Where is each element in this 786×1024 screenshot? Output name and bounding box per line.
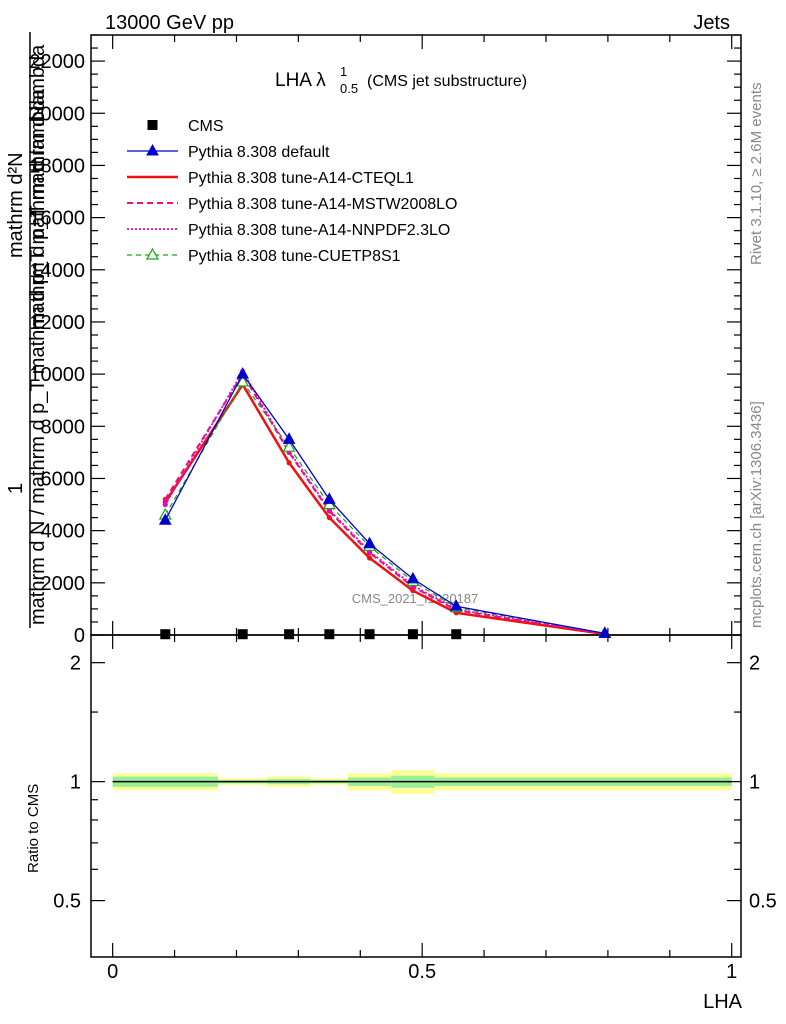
main-title-suffix: (CMS jet substructure) — [367, 73, 527, 90]
legend-swatch-marker — [145, 247, 160, 260]
series-point-2 — [366, 555, 373, 561]
main-y-tick-label: 12000 — [29, 312, 85, 334]
main-y-tick-label: 10000 — [29, 364, 85, 386]
series-point-1 — [363, 536, 376, 549]
analysis-watermark: CMS_2021_I1920187 — [352, 591, 479, 606]
ratio-band-layer — [112, 770, 732, 795]
mcplots-label: mcplots.cern.ch [arXiv:1306.3436] — [748, 401, 765, 628]
cms-data-point — [237, 629, 248, 640]
main-y-tick-label: 2000 — [41, 573, 86, 595]
main-title: LHA λ 1 0.5 (CMS jet substructure) — [275, 64, 527, 96]
ratio-plot-frame — [90, 634, 742, 958]
series-line-2 — [164, 382, 605, 636]
y-axis-label-denominator: mathrm d p_T mathrm d lambda — [27, 44, 49, 330]
main-y-tick-label: 0 — [74, 625, 85, 647]
legend-swatch-marker — [146, 143, 159, 156]
main-y-ticks: 0 2000 4000 6000 8000 10000 12000 14000 16000 180… — [29, 34, 741, 647]
ratio-y-tick-label-right: 2 — [749, 653, 760, 675]
series-point-5 — [282, 439, 296, 452]
main-y-tick-label: 16000 — [29, 208, 85, 230]
series-point-1 — [236, 367, 250, 379]
header-right-label: Jets — [693, 12, 730, 34]
legend-label: Pythia 8.308 tune-A14-MSTW2008LO — [188, 196, 457, 213]
main-y-tick-label: 22000 — [29, 51, 85, 73]
series-point-5 — [236, 374, 250, 387]
main-y-tick-label: 18000 — [29, 155, 85, 177]
series-point-3 — [162, 496, 168, 502]
legend-item: Pythia 8.308 tune-A14-MSTW2008LO — [127, 196, 457, 213]
series-line-3 — [164, 372, 605, 635]
main-y-tick-label: 20000 — [29, 103, 85, 125]
y-axis-label-overlap: mathrm d N / mathrm d p_T mathrm d p_T m… — [27, 88, 49, 625]
series-point-1 — [449, 599, 463, 611]
legend-item: Pythia 8.308 default — [127, 143, 330, 161]
legend-item: CMS — [147, 118, 224, 135]
legend-label: Pythia 8.308 tune-A14-CTEQL1 — [188, 170, 414, 187]
legend-item: Pythia 8.308 tune-A14-NNPDF2.3LO — [127, 222, 450, 239]
main-title-text: LHA λ — [275, 70, 326, 91]
ratio-y-tick-label: 0.5 — [53, 891, 81, 913]
cms-data-point — [160, 629, 171, 640]
x-tick-label: 0 — [107, 961, 118, 983]
main-title-sup: 1 — [340, 64, 347, 79]
series-point-1 — [406, 571, 420, 584]
cms-data-point — [451, 629, 462, 640]
series-point-1 — [322, 492, 336, 504]
ratio-y-tick-label: 1 — [70, 772, 81, 794]
series-point-4 — [162, 501, 168, 508]
ratio-y-tick-label-right: 0.5 — [749, 891, 777, 913]
ratio-y-tick-label-right: 1 — [749, 772, 760, 794]
legend: CMS Pythia 8.308 default Pythia 8.308 tune… — [127, 118, 457, 265]
ratio-axis-label: Ratio to CMS — [25, 784, 42, 873]
series-point-1 — [158, 513, 172, 525]
series-point-1 — [598, 626, 612, 638]
rivet-version-label: Rivet 3.1.10, ≥ 2.6M events — [748, 83, 765, 266]
cms-data-point — [364, 629, 375, 640]
ratio-ticks: 0.5 0.5 1 1 2 2 0 0.5 1 — [53, 635, 777, 983]
header-left-label: 13000 GeV pp — [105, 12, 234, 34]
legend-item: Pythia 8.308 tune-CUETP8S1 — [127, 247, 401, 265]
legend-item: Pythia 8.308 tune-A14-CTEQL1 — [127, 170, 414, 187]
ratio-y-tick-label: 2 — [70, 653, 81, 675]
main-title-sub: 0.5 — [340, 81, 358, 96]
main-y-tick-label: 6000 — [41, 468, 86, 490]
y-axis-label-one: 1 — [5, 483, 27, 494]
series-point-2 — [410, 588, 416, 594]
y-axis-label-numerator: mathrm d²N — [5, 152, 27, 258]
legend-label: Pythia 8.308 tune-CUETP8S1 — [188, 248, 401, 265]
legend-label: Pythia 8.308 tune-A14-NNPDF2.3LO — [188, 222, 450, 239]
main-y-tick-label: 14000 — [29, 260, 85, 282]
legend-swatch-square — [147, 120, 158, 130]
main-y-tick-label: 4000 — [41, 521, 86, 543]
series-point-1 — [282, 432, 296, 444]
series-line-5 — [164, 380, 605, 634]
main-y-tick-label: 8000 — [41, 416, 86, 438]
legend-label: CMS — [188, 118, 224, 135]
x-tick-label: 0.5 — [408, 961, 436, 983]
series-point-2 — [326, 515, 332, 521]
main-series-layer — [158, 367, 612, 640]
cms-data-point — [407, 629, 418, 640]
x-tick-label: 1 — [726, 961, 737, 983]
series-line-1 — [164, 372, 605, 635]
legend-label: Pythia 8.308 default — [188, 144, 330, 161]
cms-data-point — [284, 629, 295, 640]
cms-data-point — [324, 629, 335, 640]
x-axis-label: LHA — [703, 991, 743, 1013]
series-point-2 — [286, 460, 292, 466]
y-axis-label: mathrm d²N mathrm d p_T mathrm d lambda … — [5, 32, 49, 628]
